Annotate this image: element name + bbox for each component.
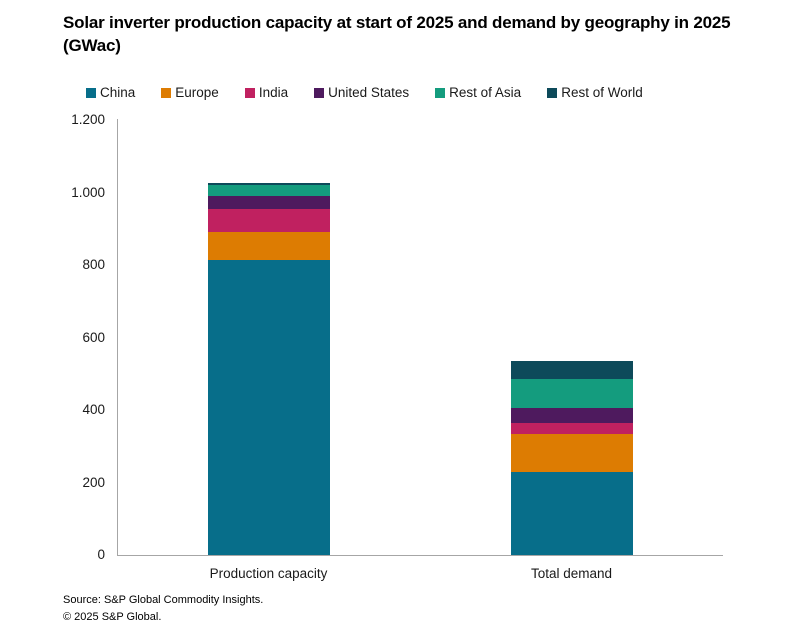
bar-segment-production-capacity-united-states: [207, 196, 330, 209]
source-line-1: Source: S&P Global Commodity Insights.: [63, 594, 264, 606]
y-tick-label: 600: [82, 329, 105, 345]
legend-item-china: China: [86, 85, 135, 100]
legend-label: Rest of World: [561, 85, 643, 100]
bar-segment-total-demand-europe: [510, 433, 633, 472]
bar-segment-production-capacity-rest-of-asia: [207, 185, 330, 197]
legend-item-rest-of-asia: Rest of Asia: [435, 85, 521, 100]
legend-swatch-icon: [244, 87, 255, 98]
y-tick-label: 200: [82, 474, 105, 490]
legend-label: United States: [328, 85, 410, 100]
y-axis-line: [117, 119, 118, 556]
y-tick-label: 800: [82, 257, 105, 272]
legend-label: Europe: [175, 85, 219, 100]
x-category-label-total-demand: Total demand: [530, 566, 613, 581]
bar-segment-production-capacity-india: [207, 208, 330, 233]
legend-item-rest-of-world: Rest of World: [547, 85, 643, 100]
y-tick-label: 400: [82, 402, 105, 417]
legend-label: Rest of Asia: [449, 85, 522, 100]
y-tick-label: 0: [97, 547, 105, 562]
legend-swatch-icon: [314, 87, 325, 98]
bar-segment-total-demand-united-states: [510, 408, 633, 423]
legend-label: India: [258, 85, 289, 100]
legend-item-united-states: United States: [314, 85, 409, 100]
bar-segment-production-capacity-europe: [207, 232, 330, 260]
stacked-bar-total-demand: [510, 361, 633, 555]
bar-segment-total-demand-rest-of-asia: [510, 379, 633, 409]
legend-swatch-icon: [161, 87, 172, 98]
x-axis-line: [117, 555, 723, 556]
y-tick-label: 1.000: [71, 184, 105, 200]
bar-segment-total-demand-china: [510, 471, 633, 555]
legend-item-europe: Europe: [161, 85, 219, 100]
legend-swatch-icon: [86, 87, 96, 98]
bar-segment-production-capacity-rest-of-world: [207, 183, 330, 186]
legend-label: China: [100, 85, 136, 100]
legend-swatch-icon: [435, 87, 446, 98]
x-category-label-production-capacity: Production capacity: [209, 566, 328, 581]
bar-segment-production-capacity-china: [207, 259, 330, 555]
y-tick-label: 1.200: [71, 112, 105, 127]
stacked-bar-production-capacity: [207, 183, 330, 555]
legend-swatch-icon: [547, 87, 558, 98]
chart-title: Solar inverter production capacity at st…: [63, 13, 731, 55]
bar-segment-total-demand-rest-of-world: [510, 361, 633, 380]
legend-item-india: India: [244, 85, 289, 100]
source-line-2: © 2025 S&P Global.: [63, 611, 162, 623]
source-note: Source: S&P Global Commodity Insights. ©…: [63, 592, 263, 626]
legend: China Europe India United States Rest of Asi…: [86, 85, 643, 100]
bar-segment-total-demand-india: [510, 422, 633, 434]
